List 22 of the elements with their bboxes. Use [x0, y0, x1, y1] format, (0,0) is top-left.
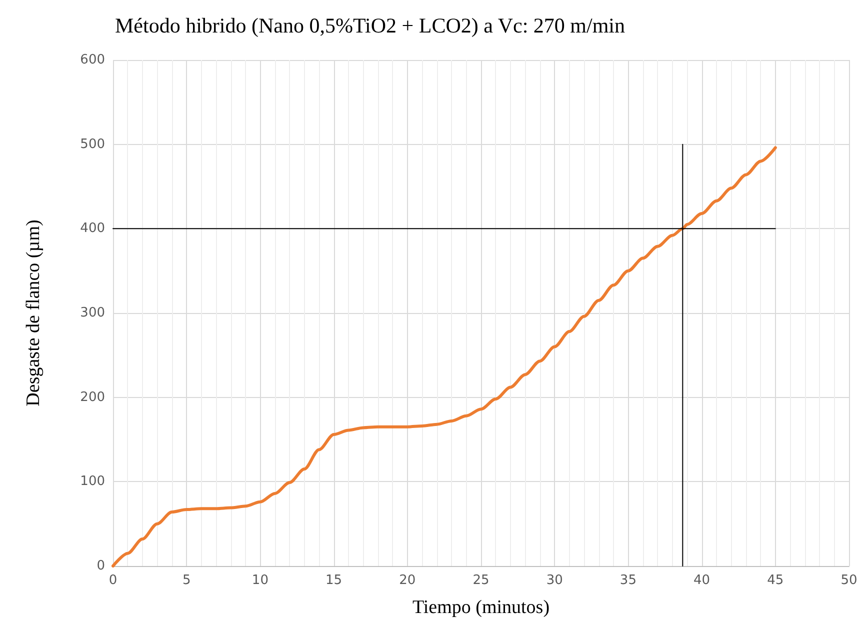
x-tick-label: 0: [108, 573, 118, 588]
y-tick-label: 100: [80, 474, 105, 490]
y-tick-label: 200: [80, 390, 105, 405]
x-tick-label: 15: [326, 573, 342, 588]
x-tick-label: 5: [182, 573, 191, 588]
y-tick-label: 300: [80, 306, 105, 320]
x-tick-label: 50: [840, 573, 858, 588]
y-tick-label: 600: [80, 52, 105, 68]
y-tick-label: 500: [80, 136, 105, 152]
x-tick-label: 30: [546, 573, 563, 588]
x-tick-label: 45: [767, 573, 784, 588]
y-tick-label: 400: [80, 221, 105, 236]
x-axis-title: Tiempo (minutos): [412, 597, 550, 618]
x-tick-label: 40: [694, 573, 710, 588]
y-axis-title: Desgaste de flanco (µm): [23, 220, 44, 406]
x-tick-label: 20: [399, 573, 416, 588]
y-tick-label: 0: [96, 558, 105, 574]
line-series: [112, 146, 777, 568]
chart-title: Método hibrido (Nano 0,5%TiO2 + LCO2) a Vc: 270 m/min: [115, 14, 626, 38]
x-tick-label: 35: [620, 573, 636, 588]
x-tick-label: 25: [472, 573, 490, 588]
x-tick-label: 10: [252, 573, 268, 588]
